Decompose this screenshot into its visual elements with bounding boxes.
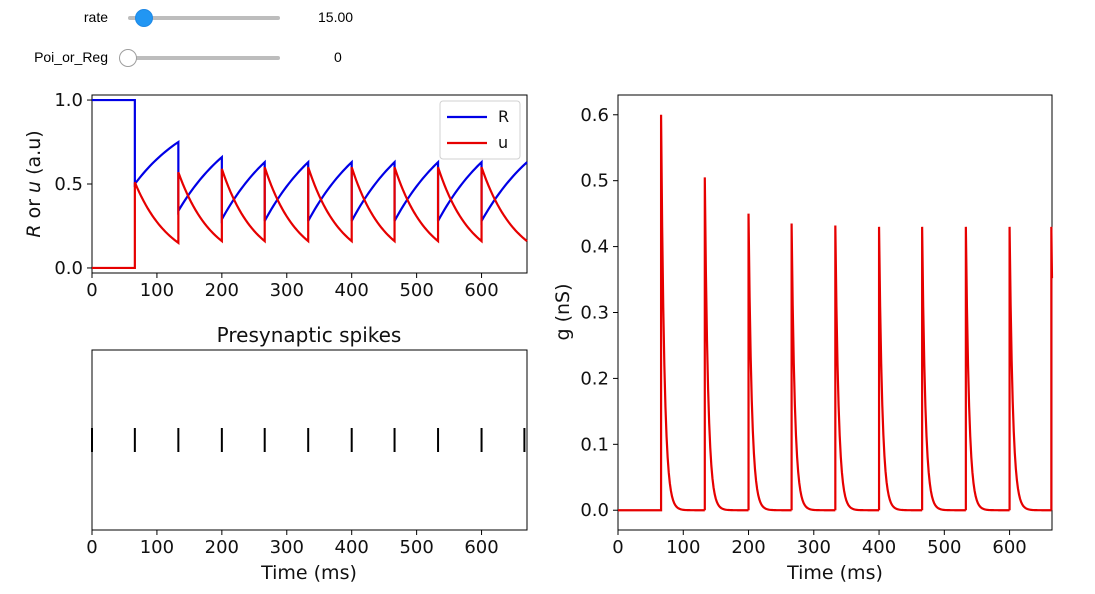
- presynaptic-xtick-label: 400: [335, 537, 369, 558]
- r-u-ytick-label: 1.0: [54, 90, 83, 111]
- presynaptic-xtick-label: 200: [205, 537, 239, 558]
- conductance-xtick-label: 200: [731, 537, 765, 558]
- poi-or-reg-slider-widget[interactable]: Poi_or_Reg 0: [0, 47, 400, 69]
- r-u-xtick-label: 200: [205, 280, 239, 301]
- conductance-ytick-label: 0.4: [580, 237, 609, 258]
- presynaptic-xtick-label: 0: [86, 537, 97, 558]
- conductance-xtick-label: 100: [666, 537, 700, 558]
- r-u-xtick-label: 100: [140, 280, 174, 301]
- conductance-xtick-label: 400: [862, 537, 896, 558]
- r-u-ytick-label: 0.0: [54, 258, 83, 279]
- presynaptic-spikes-chart: Presynaptic spikes 0 100 200 300 400 500 600 T…: [86, 323, 528, 584]
- poi-or-reg-slider-label: Poi_or_Reg: [34, 49, 108, 65]
- conductance-xlabel: Time (ms): [786, 562, 883, 584]
- conductance-line: [618, 114, 1054, 512]
- conductance-ytick-label: 0.6: [580, 105, 609, 126]
- conductance-ytick-label: 0.2: [580, 368, 609, 389]
- legend-u-label: u: [498, 133, 508, 152]
- conductance-xtick-label: 500: [927, 537, 961, 558]
- conductance-ytick-label: 0.0: [580, 500, 609, 521]
- r-u-chart: 0 100 200 300 400 500 600 0.0 0.5 1.0 R or u (a.…: [23, 90, 528, 301]
- conductance-xtick-label: 300: [797, 537, 831, 558]
- conductance-ytick-label: 0.5: [580, 171, 609, 192]
- rate-slider-track[interactable]: [128, 16, 280, 20]
- rate-slider-label: rate: [83, 9, 108, 25]
- r-u-legend: R u: [439, 100, 521, 160]
- rate-slider-handle[interactable]: [134, 9, 153, 27]
- presynaptic-spikes-frame: [91, 349, 528, 531]
- poi-or-reg-slider-handle[interactable]: [119, 49, 137, 67]
- legend-r-label: R: [498, 107, 509, 126]
- r-u-xtick-label: 300: [270, 280, 304, 301]
- poi-or-reg-slider-value: 0: [334, 49, 342, 65]
- r-u-ylabel: R or u (a.u): [23, 130, 45, 237]
- presynaptic-xtick-label: 300: [270, 537, 304, 558]
- presynaptic-xtick-label: 600: [464, 537, 498, 558]
- rate-slider-widget[interactable]: rate 15.00: [0, 7, 400, 29]
- presynaptic-xlabel: Time (ms): [260, 562, 357, 584]
- poi-or-reg-slider-track[interactable]: [128, 56, 280, 60]
- rate-slider-value: 15.00: [318, 9, 354, 25]
- r-u-xtick-label: 600: [464, 280, 498, 301]
- presynaptic-spikes-title: Presynaptic spikes: [217, 323, 402, 347]
- conductance-xtick-label: 0: [612, 537, 623, 558]
- r-u-ytick-label: 0.5: [54, 174, 83, 195]
- series-u-line: [92, 166, 528, 270]
- conductance-ylabel: g (nS): [552, 283, 574, 340]
- r-u-xtick-label: 400: [335, 280, 369, 301]
- conductance-ytick-label: 0.1: [580, 434, 609, 455]
- r-u-xtick-label: 0: [86, 280, 97, 301]
- conductance-chart: 0 100 200 300 400 500 600 0.0 0.1 0.2 0.3 0.4 0.5 0.…: [552, 94, 1054, 584]
- presynaptic-xtick-label: 500: [399, 537, 433, 558]
- conductance-ytick-label: 0.3: [580, 303, 609, 324]
- conductance-xtick-label: 600: [992, 537, 1026, 558]
- presynaptic-xtick-label: 100: [140, 537, 174, 558]
- series-r-line: [92, 98, 528, 226]
- r-u-xtick-label: 500: [399, 280, 433, 301]
